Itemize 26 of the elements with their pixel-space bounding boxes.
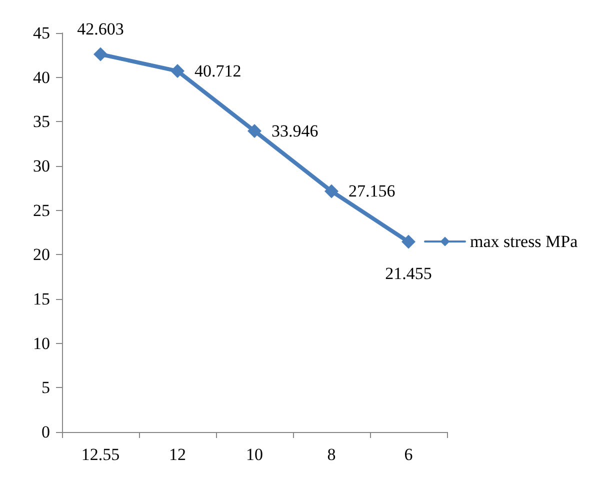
y-tick-label: 45 [33, 24, 50, 42]
y-tick-label: 15 [33, 290, 50, 308]
point [170, 64, 184, 78]
x-tick-label: 12.55 [81, 445, 120, 464]
point [402, 234, 416, 249]
point [324, 184, 338, 198]
y-tick-label: 40 [33, 68, 50, 87]
data-label: 21.455 [385, 264, 432, 283]
x-tick-label: 8 [327, 445, 336, 464]
x-tick-label: 6 [404, 445, 413, 464]
point [248, 124, 262, 138]
legend-label: max stress MPa [470, 232, 578, 251]
x-tick-label: 10 [246, 445, 263, 464]
y-tick-label: 10 [33, 334, 50, 353]
y-tick-label: 25 [33, 200, 50, 220]
data-label: 33.946 [272, 122, 318, 141]
x-tick-label: 12 [169, 445, 186, 464]
data-label: 42.603 [77, 19, 124, 38]
y-tick-label: 0 [42, 422, 50, 442]
y-tick-label: 5 [42, 378, 50, 398]
data-label: 27.156 [348, 182, 396, 201]
y-tick-label: 35 [33, 112, 50, 132]
point [94, 47, 108, 62]
y-tick-label: 20 [33, 245, 50, 264]
y-tick-label: 30 [33, 156, 50, 176]
data-label: 40.712 [194, 62, 242, 81]
